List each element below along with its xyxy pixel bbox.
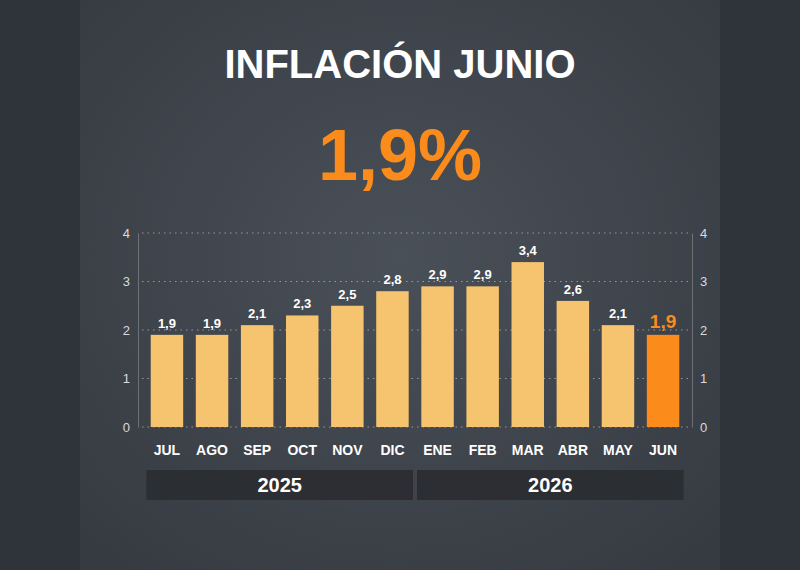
tick: ABR (558, 433, 588, 458)
tick: 4 (123, 226, 138, 241)
tick-label: SEP (243, 442, 271, 458)
tick: NOV (332, 433, 363, 458)
tick: 1 (692, 371, 707, 386)
data-labels: 1,9 1,9 2,1 2,3 2,5 2,8 2,9 2,9 3,4 2,6 2,1 1,9 (158, 243, 676, 332)
tick-label: ENE (423, 442, 452, 458)
tick: 0 (692, 420, 707, 435)
tick-label: JUL (154, 442, 181, 458)
group-band (417, 470, 684, 500)
tick-label: 0 (700, 420, 707, 435)
tick: AGO (196, 433, 228, 458)
bar (466, 286, 498, 427)
tick: 3 (123, 274, 138, 289)
tick-label: 4 (700, 226, 707, 241)
axis-line (149, 433, 683, 434)
grid-line (142, 232, 688, 233)
tick: FEB (469, 433, 497, 458)
tick-label: DIC (380, 442, 404, 458)
tick: MAR (512, 433, 544, 458)
data-label: 2,1 (248, 306, 266, 321)
tick: 4 (692, 226, 707, 241)
bar (421, 286, 453, 427)
tick: DIC (380, 433, 404, 458)
axis-line (138, 234, 139, 428)
data-label: 2,6 (564, 282, 582, 297)
data-label: 2,5 (338, 287, 356, 302)
tick-label: MAR (512, 442, 544, 458)
tick-label: FEB (469, 442, 497, 458)
tick: 1 (123, 371, 138, 386)
data-label: 3,4 (519, 243, 538, 258)
tick-label: NOV (332, 442, 363, 458)
data-label: 2,3 (293, 296, 311, 311)
tick-label: MAY (603, 442, 633, 458)
bar (557, 301, 589, 427)
tick-label: OCT (287, 442, 317, 458)
tick-label: JUN (649, 442, 677, 458)
tick: JUL (154, 433, 181, 458)
chart: INFLACIÓN JUNIO 1,9% 0 1 2 3 4 0 1 2 3 4 JUL AGO SEP OC… (0, 0, 800, 570)
bar (241, 325, 273, 427)
tick-label: ABR (558, 442, 588, 458)
bar (376, 291, 408, 427)
data-label: 2,1 (609, 306, 627, 321)
title: INFLACIÓN JUNIO (224, 41, 575, 86)
bar (151, 335, 183, 427)
data-label: 2,9 (429, 267, 447, 282)
tick: 3 (692, 274, 707, 289)
x-axis: JUL AGO SEP OCT NOV DIC ENE FEB MAR ABR MAY JUN (149, 433, 683, 458)
tick-label: 3 (123, 274, 130, 289)
subtitle: 1,9% (318, 115, 482, 195)
tick: ENE (423, 433, 452, 458)
bar (602, 325, 634, 427)
tick: 0 (123, 420, 138, 435)
data-label: 2,8 (383, 272, 401, 287)
bar (286, 315, 318, 427)
bar (331, 306, 363, 427)
tick-label: 3 (700, 274, 707, 289)
y-axis: 0 1 2 3 4 (123, 226, 139, 435)
tick-label: 2 (123, 323, 130, 338)
data-label: 1,9 (203, 316, 221, 331)
background-panel (80, 0, 720, 570)
tick: 2 (692, 323, 707, 338)
bars (151, 262, 680, 427)
y2-axis: 0 1 2 3 4 (692, 226, 707, 435)
bar (512, 262, 544, 427)
tick: JUN (649, 433, 677, 458)
tick-label: AGO (196, 442, 228, 458)
group-label: 2026 (528, 474, 573, 496)
bar (647, 335, 679, 427)
grid-line (142, 281, 688, 282)
group-band (146, 470, 413, 500)
grid (142, 233, 688, 427)
tick: 2 (123, 323, 138, 338)
bar (196, 335, 228, 427)
background (0, 0, 800, 570)
tick-label: 1 (123, 371, 130, 386)
group-label: 2025 (257, 474, 302, 496)
tick: SEP (243, 433, 271, 458)
tick: MAY (603, 433, 633, 458)
data-label: 2,9 (474, 267, 492, 282)
tick-label: 1 (700, 371, 707, 386)
data-label: 1,9 (158, 316, 176, 331)
tick-label: 0 (123, 420, 130, 435)
tick-label: 4 (123, 226, 130, 241)
tick-label: 2 (700, 323, 707, 338)
axis-line (692, 234, 693, 428)
tick: OCT (287, 433, 317, 458)
data-label: 1,9 (650, 311, 676, 332)
year-groups: 2025 2026 (146, 470, 683, 500)
